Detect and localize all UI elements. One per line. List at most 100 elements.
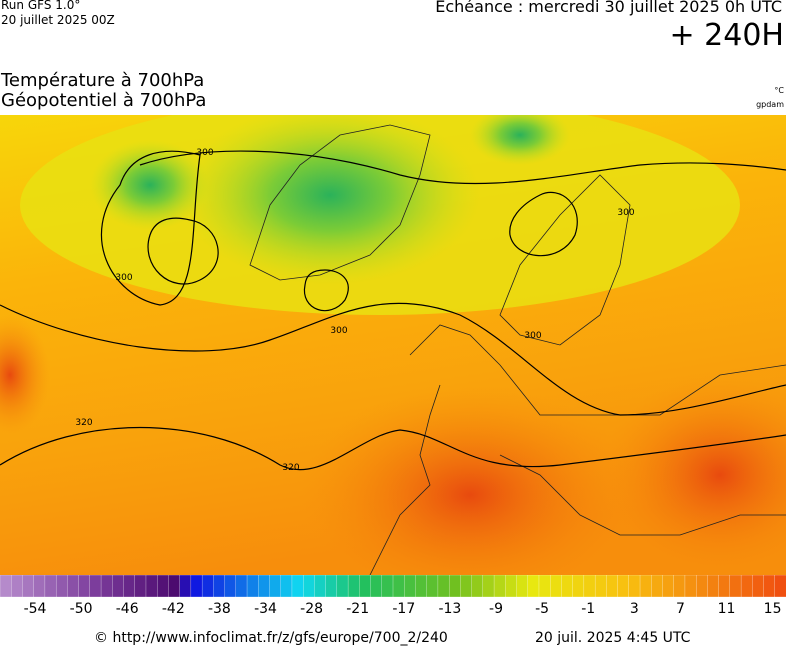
colorbar-swatch bbox=[493, 575, 506, 598]
colorbar-swatch bbox=[527, 575, 540, 598]
colorbar-swatches bbox=[0, 575, 786, 598]
colorbar-swatch bbox=[651, 575, 664, 598]
colorbar-tick-label: -46 bbox=[116, 601, 139, 617]
lead-time: + 240H bbox=[669, 18, 785, 53]
colorbar-swatch bbox=[752, 575, 765, 598]
colorbar-swatch bbox=[89, 575, 102, 598]
run-label: Run GFS 1.0° bbox=[1, 0, 81, 12]
colorbar-swatch bbox=[258, 575, 271, 598]
colorbar-swatch bbox=[538, 575, 551, 598]
colorbar-swatch bbox=[729, 575, 742, 598]
colorbar-swatch bbox=[280, 575, 293, 598]
colorbar-swatch bbox=[639, 575, 652, 598]
colorbar-tick-label: -38 bbox=[208, 601, 231, 617]
colorbar-swatch bbox=[100, 575, 113, 598]
unit: gpdam bbox=[756, 100, 784, 109]
colorbar-tick-label: -34 bbox=[254, 601, 277, 617]
colorbar-swatch bbox=[381, 575, 394, 598]
field bbox=[0, 315, 50, 435]
colorbar-swatch bbox=[426, 575, 439, 598]
colorbar-swatch bbox=[482, 575, 495, 598]
title: Température à 700hPa bbox=[1, 70, 205, 91]
colorbar-swatch bbox=[505, 575, 518, 598]
colorbar-swatch bbox=[370, 575, 383, 598]
colorbar-swatch bbox=[246, 575, 259, 598]
colorbar-swatch bbox=[336, 575, 349, 598]
colorbar-tick-label: -5 bbox=[535, 601, 549, 617]
colorbar-swatch bbox=[224, 575, 237, 598]
colorbar-tick-label: 11 bbox=[718, 601, 736, 617]
colorbar-swatch bbox=[516, 575, 529, 598]
contour-label: 320 bbox=[282, 463, 299, 473]
field bbox=[90, 140, 210, 230]
colorbar-swatch bbox=[145, 575, 158, 598]
colorbar-swatch bbox=[347, 575, 360, 598]
colorbar-swatch bbox=[55, 575, 69, 598]
field bbox=[470, 115, 570, 165]
colorbar-swatch bbox=[684, 575, 697, 598]
colorbar-swatch bbox=[471, 575, 484, 598]
colorbar-swatch bbox=[325, 575, 338, 598]
colorbar-swatch bbox=[448, 575, 462, 598]
colorbar-tick-label: -9 bbox=[489, 601, 503, 617]
colorbar-ticks: -54 -50 -46 -42 -38 -34 -28 -21 -17 -13 -9 -5 -1 3 7 11… bbox=[24, 601, 782, 617]
colorbar-swatch bbox=[0, 575, 12, 598]
run-date: 20 juillet 2025 00Z bbox=[1, 13, 115, 27]
colorbar-swatch bbox=[291, 575, 304, 598]
colorbar-swatch bbox=[22, 575, 35, 598]
colorbar-swatch bbox=[561, 575, 574, 598]
colorbar-tick-label: -17 bbox=[392, 601, 415, 617]
colorbar-swatch bbox=[606, 575, 619, 598]
colorbar-swatch bbox=[392, 575, 405, 598]
colorbar-swatch bbox=[112, 575, 125, 598]
contour-label: 320 bbox=[75, 418, 92, 428]
colorbar-swatch bbox=[662, 575, 675, 598]
title: Géopotentiel à 700hPa bbox=[1, 90, 207, 111]
colorbar-swatch bbox=[314, 575, 327, 598]
colorbar-swatch bbox=[168, 575, 181, 598]
colorbar-swatch bbox=[213, 575, 226, 598]
colorbar-swatch bbox=[763, 575, 776, 598]
colorbar-tick-label: -13 bbox=[438, 601, 461, 617]
colorbar-swatch bbox=[415, 575, 428, 598]
colorbar-swatch bbox=[235, 575, 248, 598]
colorbar-swatch bbox=[67, 575, 80, 598]
colorbar-tick-label: -1 bbox=[581, 601, 595, 617]
forecast-time: Echéance : mercredi 30 juillet 2025 0h U… bbox=[435, 0, 782, 16]
colorbar-swatch bbox=[157, 575, 170, 598]
colorbar-swatch bbox=[190, 575, 203, 598]
colorbar-swatch bbox=[359, 575, 372, 598]
colorbar-tick-label: 7 bbox=[676, 601, 685, 617]
colorbar-swatch bbox=[696, 575, 709, 598]
colorbar-swatch bbox=[404, 575, 417, 598]
colorbar: -54 -50 -46 -42 -38 -34 -28 -21 -17 -13 -9 -5 -1 3 7 11… bbox=[0, 575, 786, 617]
colorbar-swatch bbox=[572, 575, 585, 598]
colorbar-swatch bbox=[437, 575, 450, 598]
colorbar-swatch bbox=[774, 575, 786, 598]
colorbar-tick-label: 15 bbox=[764, 601, 782, 617]
colorbar-swatch bbox=[707, 575, 720, 598]
colorbar-swatch bbox=[201, 575, 214, 598]
colorbar-swatch bbox=[594, 575, 607, 598]
colorbar-swatch bbox=[460, 575, 473, 598]
colorbar-tick-label: -50 bbox=[70, 601, 93, 617]
colorbar-swatch bbox=[134, 575, 147, 598]
contour-label: 300 bbox=[330, 326, 347, 336]
contour-label: 300 bbox=[115, 273, 132, 283]
colorbar-tick-label: -28 bbox=[300, 601, 323, 617]
footer-source: © http://www.infoclimat.fr/z/gfs/europe/… bbox=[94, 630, 448, 646]
contour-labels: 300 300 300 300 300 320 320 bbox=[75, 148, 634, 473]
field bbox=[180, 115, 480, 285]
colorbar-swatch bbox=[33, 575, 46, 598]
colorbar-swatch bbox=[550, 575, 563, 598]
colorbar-swatch bbox=[303, 575, 316, 598]
colorbar-swatch bbox=[740, 575, 753, 598]
footer-date: 20 juil. 2025 4:45 UTC bbox=[535, 630, 691, 646]
colorbar-swatch bbox=[11, 575, 24, 598]
colorbar-tick-label: -42 bbox=[162, 601, 185, 617]
coastlines bbox=[249, 124, 786, 575]
colorbar-swatch bbox=[718, 575, 731, 598]
colorbar-swatch bbox=[617, 575, 630, 598]
colorbar-tick-label: -54 bbox=[24, 601, 47, 617]
